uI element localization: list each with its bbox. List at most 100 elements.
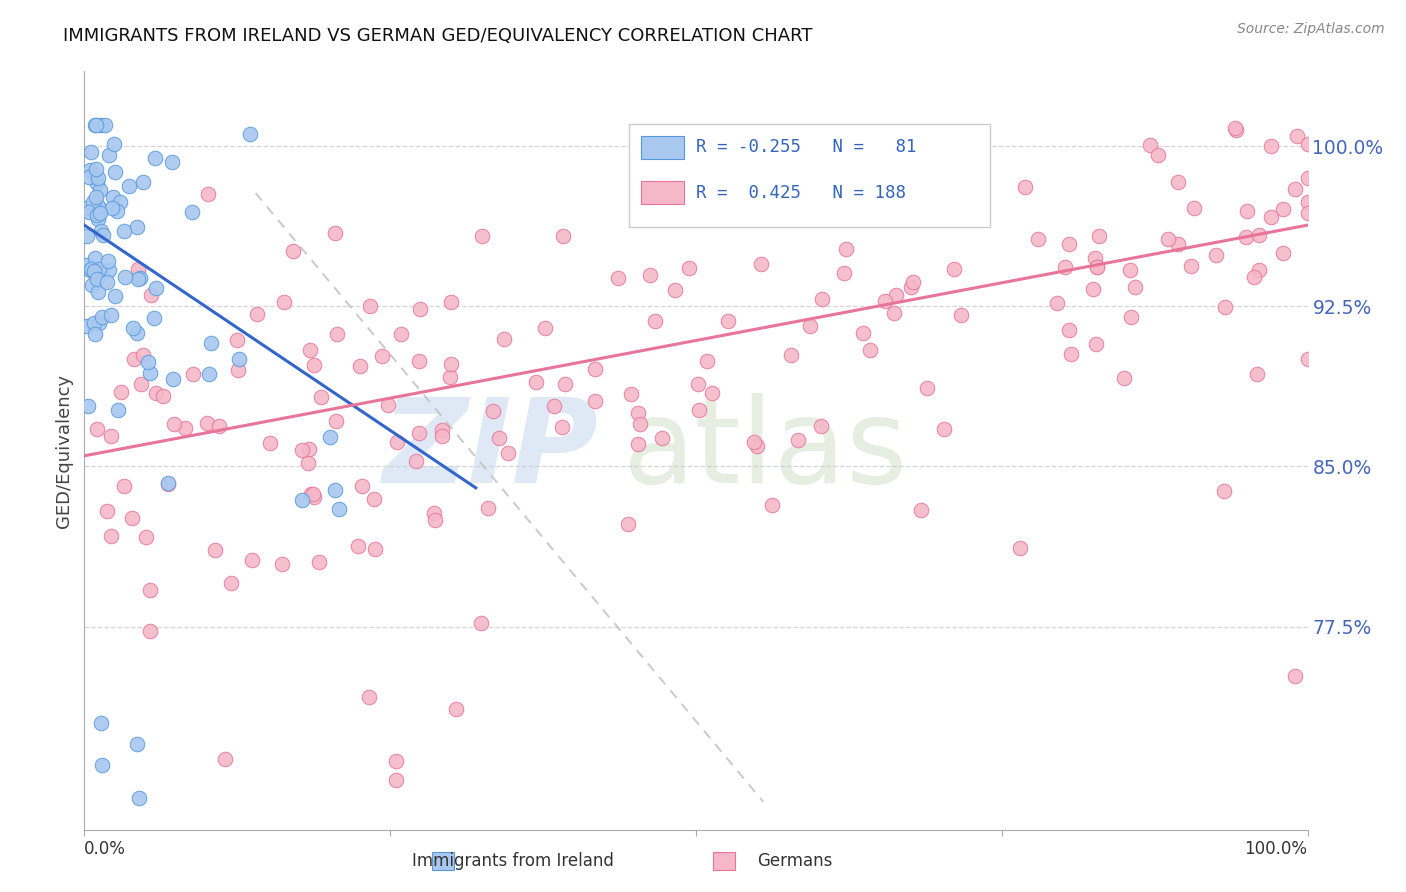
Point (302, 358, 325, 372)
Point (101, 201, 124, 215)
Point (226, 363, 249, 377)
Point (524, 375, 547, 389)
Point (104, 165, 127, 179)
Bar (641, 136, 683, 159)
Point (482, 404, 505, 418)
Point (259, 436, 281, 450)
Point (157, 476, 180, 491)
Point (87, 170, 110, 185)
Point (90, 715, 112, 730)
Point (900, 280, 922, 294)
Point (1085, 337, 1108, 351)
Point (745, 440, 768, 454)
FancyBboxPatch shape (628, 124, 990, 227)
Point (1223, 120, 1246, 135)
Point (326, 327, 349, 342)
Point (112, 224, 135, 238)
Point (496, 446, 519, 460)
Point (281, 244, 304, 258)
Point (128, 790, 150, 805)
Point (93, 118, 115, 132)
Point (1213, 300, 1236, 314)
Point (751, 257, 773, 271)
Point (627, 406, 650, 420)
Point (132, 348, 155, 362)
Point (86, 285, 108, 300)
Text: Immigrants from Ireland: Immigrants from Ireland (412, 852, 614, 870)
Point (359, 299, 381, 313)
Point (1272, 246, 1295, 260)
Point (1119, 262, 1142, 277)
Point (83, 264, 105, 278)
Point (780, 348, 803, 362)
Point (103, 136, 125, 151)
Point (786, 434, 808, 448)
Point (430, 429, 453, 443)
Point (180, 205, 202, 219)
Point (80, 261, 103, 276)
Point (1296, 195, 1319, 210)
Point (325, 414, 347, 428)
Text: R =  0.425   N = 188: R = 0.425 N = 188 (696, 184, 905, 202)
Point (1085, 260, 1108, 274)
Point (270, 557, 292, 571)
Point (122, 351, 145, 366)
Point (200, 336, 222, 351)
Point (583, 393, 606, 408)
Text: 0.0%: 0.0% (84, 840, 127, 858)
Point (139, 624, 162, 639)
Point (90, 758, 112, 772)
Point (80, 145, 103, 159)
Point (145, 386, 167, 401)
Point (1182, 201, 1205, 215)
Point (145, 281, 167, 295)
Point (77, 204, 100, 219)
Point (84, 118, 107, 132)
Point (1247, 263, 1270, 277)
Point (620, 387, 643, 401)
Point (950, 308, 973, 322)
Point (100, 308, 122, 322)
Point (309, 390, 332, 404)
Point (385, 772, 408, 787)
Point (98, 263, 121, 277)
Point (302, 490, 325, 504)
Point (96, 503, 118, 517)
Point (1225, 123, 1247, 137)
Point (127, 272, 149, 286)
Point (551, 228, 574, 243)
Point (1088, 229, 1111, 244)
Point (1272, 202, 1295, 216)
Point (228, 351, 250, 366)
Point (76, 399, 98, 413)
Text: IMMIGRANTS FROM IRELAND VS GERMAN GED/EQUIVALENCY CORRELATION CHART: IMMIGRANTS FROM IRELAND VS GERMAN GED/EQ… (63, 27, 813, 45)
Point (1286, 128, 1309, 143)
Point (89, 202, 111, 216)
Point (127, 262, 149, 277)
Point (638, 268, 661, 283)
Point (627, 437, 650, 451)
Point (744, 434, 766, 449)
Point (440, 294, 463, 309)
Point (76, 258, 98, 272)
Point (359, 690, 381, 705)
Y-axis label: GED/Equivalency: GED/Equivalency (55, 374, 73, 527)
Point (97, 253, 120, 268)
Point (1026, 232, 1049, 246)
Point (127, 219, 149, 234)
Point (385, 755, 408, 769)
Point (197, 186, 219, 201)
Point (477, 500, 499, 515)
Point (1236, 203, 1258, 218)
Point (1046, 295, 1069, 310)
Point (811, 292, 834, 306)
Point (89, 316, 111, 330)
Point (349, 359, 371, 374)
Point (107, 402, 129, 417)
Point (90, 118, 112, 132)
Point (139, 583, 162, 598)
Point (135, 530, 157, 544)
Point (121, 510, 143, 524)
Point (308, 555, 330, 569)
Point (664, 283, 686, 297)
